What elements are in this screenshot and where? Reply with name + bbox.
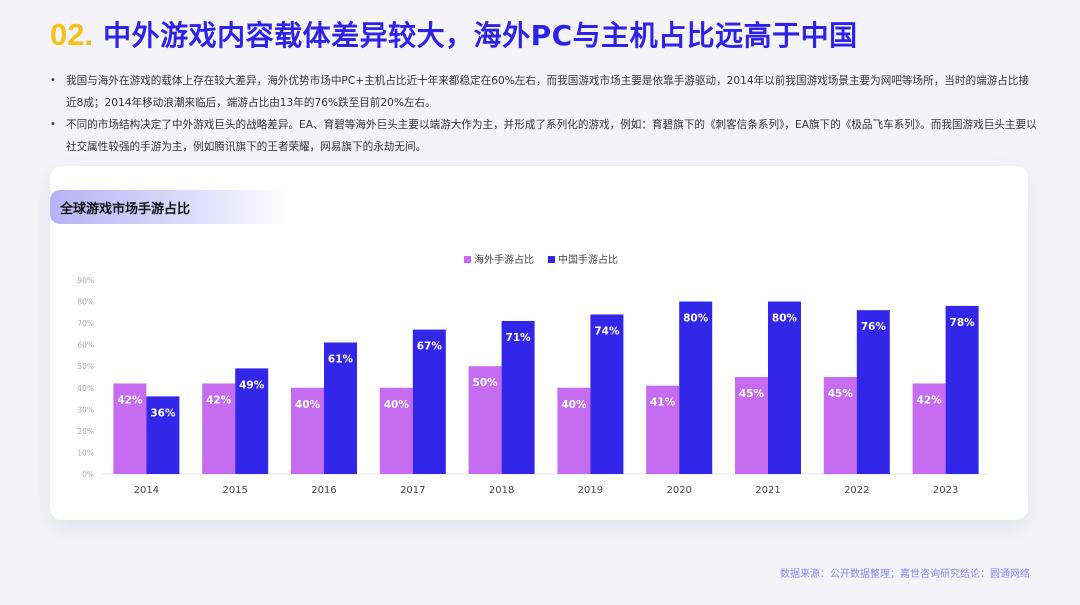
data-label: 42% bbox=[206, 394, 232, 406]
data-label: 45% bbox=[739, 388, 765, 400]
data-label: 42% bbox=[117, 394, 143, 406]
y-tick-label: 30% bbox=[77, 405, 94, 414]
data-label: 49% bbox=[239, 379, 265, 391]
data-label: 42% bbox=[917, 394, 943, 406]
bar-china bbox=[945, 305, 979, 474]
x-tick-label: 2018 bbox=[489, 485, 514, 496]
data-label: 61% bbox=[328, 354, 354, 366]
data-label: 80% bbox=[683, 313, 709, 325]
x-tick-label: 2014 bbox=[134, 485, 159, 496]
data-label: 40% bbox=[295, 399, 321, 411]
data-label: 36% bbox=[150, 407, 176, 419]
bar-overseas bbox=[557, 387, 591, 474]
y-tick-label: 90% bbox=[77, 276, 94, 285]
x-tick-label: 2016 bbox=[311, 485, 336, 496]
data-label: 40% bbox=[561, 399, 587, 411]
bar-overseas bbox=[379, 387, 413, 474]
chart-card: 全球游戏市场手游占比 0% 10% 20% 30% 40% 50% 60% 70% 80% 90%… bbox=[50, 166, 1028, 520]
bar-overseas bbox=[468, 366, 502, 474]
bar-overseas bbox=[202, 383, 236, 474]
bar-overseas bbox=[646, 385, 680, 474]
bar-overseas bbox=[735, 377, 768, 474]
y-tick-label: 10% bbox=[77, 448, 94, 457]
bullet-text: 不同的市场结构决定了中外游戏巨头的战略差异。EA、育碧等海外巨头主要以端游大作为… bbox=[66, 119, 1037, 153]
bullet-item: • 不同的市场结构决定了中外游戏巨头的战略差异。EA、育碧等海外巨头主要以端游大作… bbox=[48, 114, 1038, 158]
legend-swatch bbox=[464, 256, 471, 263]
chart-title-tag: 全球游戏市场手游占比 bbox=[50, 190, 290, 224]
legend-swatch bbox=[548, 256, 555, 263]
bar-china bbox=[590, 314, 624, 474]
bar-china bbox=[679, 301, 713, 474]
section-number: 02. bbox=[50, 17, 94, 52]
y-tick-label: 60% bbox=[77, 341, 94, 350]
bar-overseas bbox=[291, 387, 324, 474]
page-title: 02. 中外游戏内容载体差异较大，海外PC与主机占比远高于中国 bbox=[50, 14, 858, 54]
y-tick-label: 20% bbox=[77, 427, 94, 436]
chart-title: 全球游戏市场手游占比 bbox=[60, 202, 191, 217]
y-tick-label: 70% bbox=[77, 319, 94, 328]
bar-china bbox=[501, 320, 535, 474]
bar-china bbox=[856, 310, 890, 474]
y-tick-label: 0% bbox=[82, 470, 94, 479]
data-label: 76% bbox=[861, 321, 887, 333]
x-tick-label: 2021 bbox=[755, 485, 780, 496]
bullet-text: 我国与海外在游戏的载体上存在较大差异，海外优势市场中PC+主机占比近十年来都稳定… bbox=[66, 75, 1030, 109]
x-tick-label: 2022 bbox=[844, 485, 869, 496]
bullet-dot: • bbox=[50, 119, 56, 130]
bullet-item: • 我国与海外在游戏的载体上存在较大差异，海外优势市场中PC+主机占比近十年来都稳… bbox=[48, 70, 1038, 114]
x-tick-label: 2020 bbox=[666, 485, 691, 496]
data-label: 71% bbox=[506, 332, 532, 344]
source-note: 数据来源：公开数据整理；嘉世咨询研究结论：圆通网络 bbox=[780, 569, 1030, 580]
x-tick-label: 2017 bbox=[400, 485, 425, 496]
x-tick-label: 2019 bbox=[578, 485, 603, 496]
bar-overseas bbox=[113, 383, 147, 474]
data-label: 50% bbox=[473, 377, 499, 389]
data-label: 78% bbox=[950, 317, 976, 329]
y-tick-label: 40% bbox=[77, 384, 94, 393]
legend-label: 中国手游占比 bbox=[558, 253, 618, 266]
x-tick-label: 2015 bbox=[222, 485, 247, 496]
data-label: 67% bbox=[417, 341, 443, 353]
title-text: 中外游戏内容载体差异较大，海外PC与主机占比远高于中国 bbox=[103, 19, 858, 52]
y-tick-label: 80% bbox=[77, 298, 94, 307]
legend-label: 海外手游占比 bbox=[474, 253, 534, 266]
bar-china bbox=[412, 329, 446, 474]
bar-china bbox=[768, 301, 801, 474]
summary-bullets: • 我国与海外在游戏的载体上存在较大差异，海外优势市场中PC+主机占比近十年来都稳… bbox=[48, 70, 1038, 158]
data-label: 80% bbox=[772, 313, 798, 325]
data-label: 74% bbox=[594, 325, 620, 337]
data-label: 40% bbox=[384, 399, 410, 411]
bar-china bbox=[324, 342, 357, 474]
data-label: 45% bbox=[828, 388, 854, 400]
bar-overseas bbox=[823, 377, 857, 474]
bar-chart: 0% 10% 20% 30% 40% 50% 60% 70% 80% 90% 海外手游占比 中国手游占… bbox=[77, 253, 990, 496]
bullet-dot: • bbox=[50, 75, 56, 86]
y-tick-label: 50% bbox=[77, 362, 94, 371]
bar-overseas bbox=[912, 383, 946, 474]
bar-china bbox=[146, 396, 180, 474]
x-tick-label: 2023 bbox=[933, 485, 958, 496]
bar-china bbox=[235, 368, 269, 474]
data-label: 41% bbox=[650, 397, 676, 409]
